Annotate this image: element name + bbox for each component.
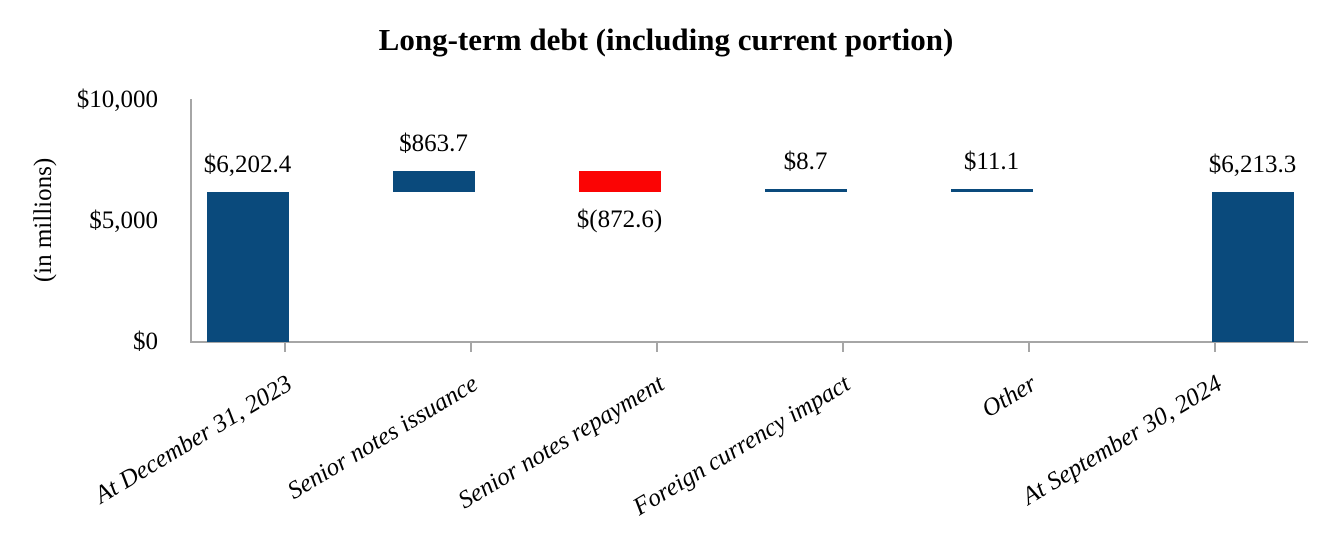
x-axis-tick [842, 343, 844, 352]
bar-increase [950, 188, 1033, 192]
bar-total [1211, 191, 1294, 342]
bar-total [206, 191, 289, 342]
x-axis-tick [1028, 343, 1030, 352]
y-axis-tick-label: $5,000 [89, 207, 158, 234]
x-axis-tick-label: Senior notes issuance [283, 370, 483, 505]
y-axis-tick-label: $10,000 [76, 86, 158, 113]
bar-increase [764, 189, 847, 193]
chart-title: Long-term debt (including current portio… [378, 22, 954, 57]
bar-value-label: $6,213.3 [1208, 150, 1297, 178]
bar-value-label: $6,202.4 [203, 150, 292, 178]
bar-value-label: $863.7 [399, 130, 468, 157]
x-axis-tick [470, 343, 472, 352]
bar-increase [392, 171, 475, 192]
x-axis-tick-label: Other [977, 370, 1041, 424]
x-axis-tick-label: At September 30, 2024 [1017, 370, 1227, 511]
bar-value-label: $11.1 [963, 147, 1020, 175]
bar-decrease [578, 171, 661, 193]
x-axis-tick-label: At December 31, 2023 [90, 370, 297, 510]
y-axis-line [190, 99, 192, 343]
x-axis-line [190, 341, 1308, 343]
bar-value-label: $8.7 [783, 148, 828, 176]
x-axis-tick [1214, 343, 1216, 352]
x-axis-tick [656, 343, 658, 352]
y-axis-tick-label: $0 [133, 328, 158, 355]
bar-value-label: $(872.6) [576, 206, 663, 234]
x-axis-tick [284, 343, 286, 352]
